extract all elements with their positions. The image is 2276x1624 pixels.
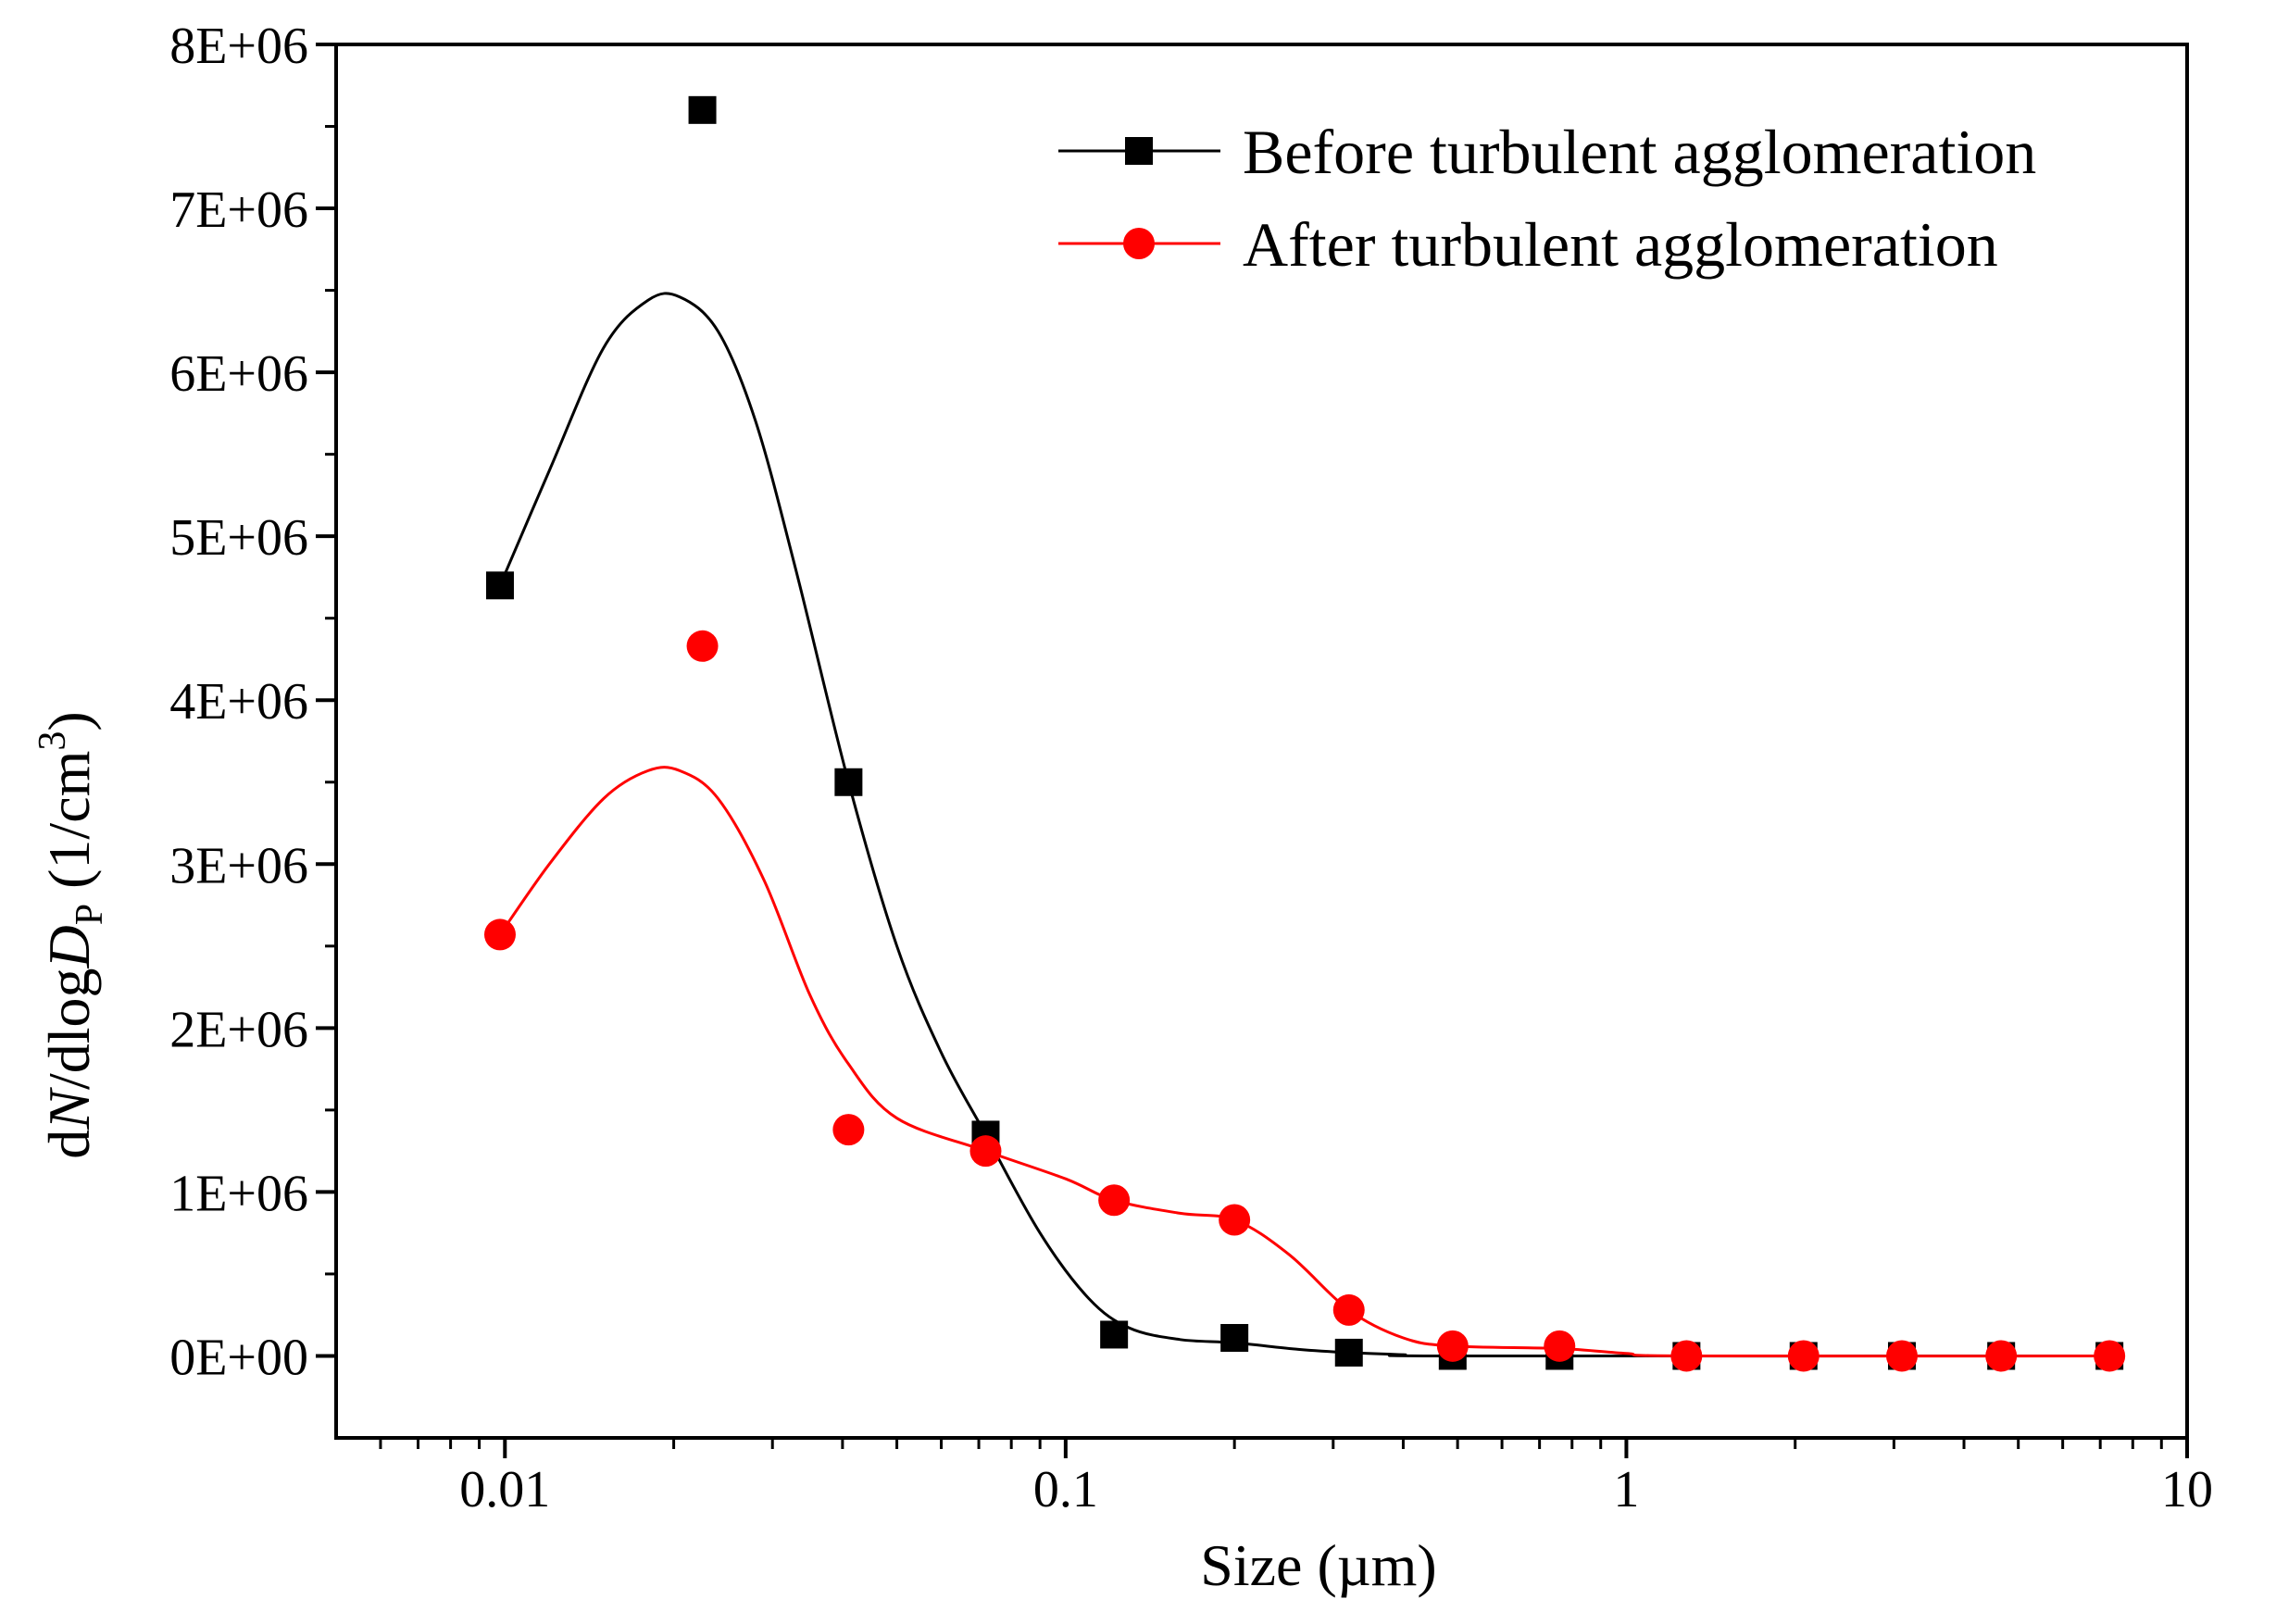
legend-marker-square	[1125, 137, 1153, 165]
legend-label: Before turbulent agglomeration	[1243, 117, 2036, 187]
data-point-circle	[1219, 1204, 1251, 1236]
legend-marker-circle	[1123, 228, 1155, 259]
y-tick-label: 8E+06	[169, 18, 308, 75]
x-tick-label: 1	[1613, 1461, 1639, 1518]
data-point-circle	[2094, 1340, 2126, 1372]
series-line	[498, 292, 2110, 1358]
y-tick-label: 7E+06	[169, 181, 308, 239]
y-tick-label: 3E+06	[169, 837, 308, 894]
data-point-circle	[832, 1114, 865, 1146]
data-point-circle	[1544, 1330, 1576, 1362]
legend-label: After turbulent agglomeration	[1243, 209, 1998, 280]
fit-curves	[498, 292, 2110, 1358]
y-axis-title: dN/dlogDP (1/cm3)	[31, 711, 111, 1158]
x-axis-title: Size (µm)	[1200, 1532, 1436, 1598]
y-tick-label: 6E+06	[169, 345, 308, 403]
data-point-circle	[1098, 1184, 1131, 1217]
axis-ticks	[316, 43, 2189, 1458]
data-markers	[483, 95, 2126, 1372]
data-point-square	[1100, 1320, 1129, 1349]
y-tick-label: 4E+06	[169, 673, 308, 731]
y-tick-label: 1E+06	[169, 1165, 308, 1222]
y-tick-labels: 0E+00 1E+06 2E+06 3E+06 4E+06 5E+06 6E+06 7E+06…	[169, 18, 308, 1386]
data-point-circle	[969, 1135, 1002, 1168]
plot-frame	[334, 43, 2189, 1440]
data-point-circle	[1885, 1340, 1918, 1372]
data-point-circle	[686, 630, 719, 662]
data-point-circle	[1985, 1340, 2018, 1372]
data-point-circle	[1332, 1293, 1365, 1326]
data-point-square	[834, 768, 863, 796]
data-point-square	[1334, 1338, 1363, 1367]
y-tick-label: 2E+06	[169, 1001, 308, 1058]
data-point-circle	[483, 918, 516, 951]
y-tick-label: 5E+06	[169, 509, 308, 567]
data-point-circle	[1787, 1340, 1820, 1372]
data-point-square	[688, 95, 717, 124]
legend: Before turbulent agglomeration After turb…	[1058, 117, 2036, 280]
y-tick-label: 0E+00	[169, 1329, 308, 1386]
data-point-square	[485, 571, 514, 600]
series-line	[498, 766, 2110, 1358]
x-tick-label: 0.01	[459, 1461, 550, 1518]
data-point-circle	[1670, 1340, 1703, 1372]
data-point-circle	[1436, 1330, 1469, 1362]
x-tick-label: 10	[2161, 1461, 2213, 1518]
x-tick-label: 0.1	[1033, 1461, 1098, 1518]
data-point-square	[1220, 1323, 1249, 1352]
x-tick-labels: 0.01 0.1 1 10	[459, 1461, 2213, 1518]
